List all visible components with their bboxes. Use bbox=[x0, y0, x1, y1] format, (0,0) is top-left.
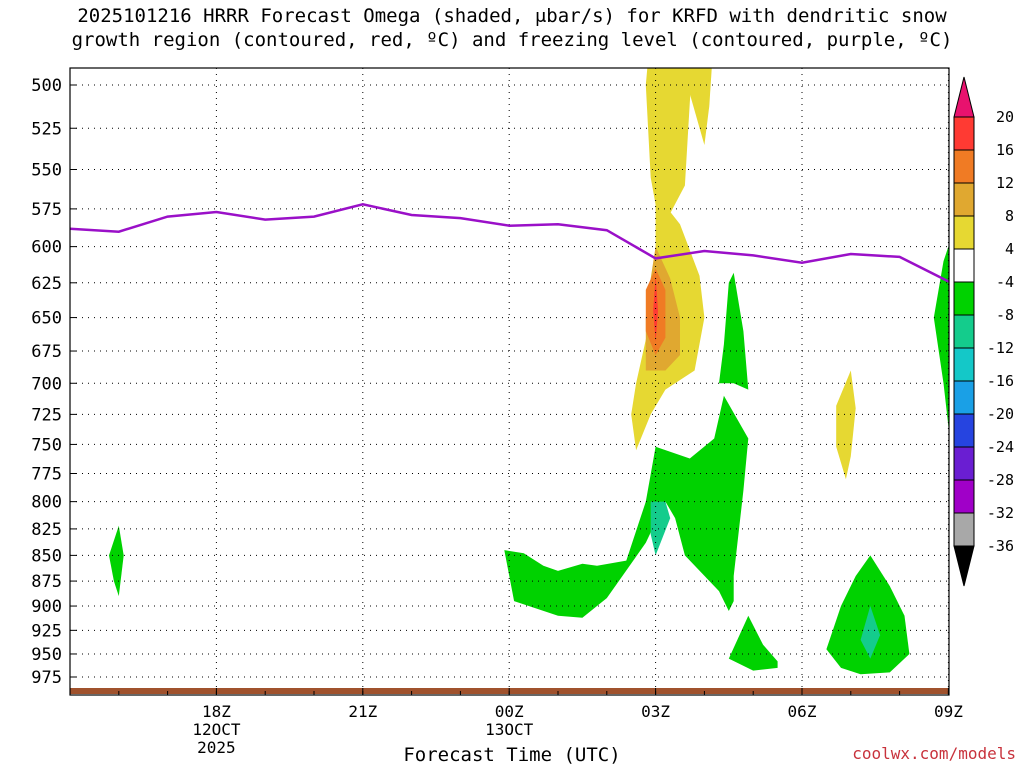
y-tick-label: 750 bbox=[31, 435, 62, 455]
omega-region-6 bbox=[836, 370, 856, 480]
colorbar-label: -20 bbox=[987, 405, 1014, 423]
x-tick-label: 06Z bbox=[788, 702, 817, 721]
colorbar-label: -28 bbox=[987, 471, 1014, 489]
x-tick-label: 21Z bbox=[348, 702, 377, 721]
omega-region-16 bbox=[109, 525, 124, 597]
colorbar-label: 20 bbox=[996, 108, 1014, 126]
omega-region-13 bbox=[860, 606, 881, 659]
y-tick-label: 525 bbox=[31, 119, 62, 139]
y-tick-label: 600 bbox=[31, 238, 62, 258]
omega-shaded-regions bbox=[109, 68, 949, 675]
y-tick-label: 725 bbox=[31, 405, 62, 425]
credit-text: coolwx.com/models bbox=[852, 744, 1016, 763]
colorbar-swatch bbox=[953, 248, 975, 283]
colorbar-swatch bbox=[953, 512, 975, 547]
x-tick-date: 13OCT bbox=[485, 720, 534, 739]
omega-region-8 bbox=[504, 395, 749, 618]
y-tick-label: 875 bbox=[31, 572, 62, 592]
colorbar-label: -24 bbox=[987, 438, 1014, 456]
colorbar-swatch bbox=[953, 347, 975, 382]
chart-title-line-1: 2025101216 HRRR Forecast Omega (shaded, … bbox=[77, 5, 947, 27]
colorbar-swatch bbox=[953, 116, 975, 151]
colorbar-swatch bbox=[953, 446, 975, 481]
colorbar-label: 8 bbox=[1005, 207, 1014, 225]
grid-lines bbox=[70, 68, 949, 695]
x-tick-label: 00Z bbox=[495, 702, 524, 721]
chart-title-line-2: growth region (contoured, red, ºC) and f… bbox=[71, 29, 953, 51]
y-tick-label: 850 bbox=[31, 546, 62, 566]
omega-region-4 bbox=[645, 68, 693, 232]
colorbar: 20 16 12 8 4 -4 -8 -12 -16 -20 -24 -28 -32 -36 bbox=[953, 76, 1014, 587]
chart-title: 2025101216 HRRR Forecast Omega (shaded, … bbox=[0, 4, 1024, 52]
y-tick-label: 950 bbox=[31, 645, 62, 665]
x-tick-label: 03Z bbox=[641, 702, 670, 721]
freezing-level-layer bbox=[70, 203, 949, 283]
x-tick-year: 2025 bbox=[197, 738, 236, 757]
colorbar-label: -12 bbox=[987, 339, 1014, 357]
colorbar-label: 4 bbox=[1005, 240, 1014, 258]
plot-frame bbox=[69, 67, 950, 696]
colorbar-label: -32 bbox=[987, 504, 1014, 522]
colorbar-swatch bbox=[953, 380, 975, 415]
y-tick-label: 925 bbox=[31, 621, 62, 641]
y-tick-label: 700 bbox=[31, 374, 62, 394]
y-tick-label: 550 bbox=[31, 160, 62, 180]
colorbar-swatch bbox=[953, 413, 975, 448]
y-tick-label: 625 bbox=[31, 274, 62, 294]
colorbar-top-arrow bbox=[953, 76, 975, 118]
colorbar-swatch bbox=[953, 281, 975, 316]
colorbar-swatch bbox=[953, 479, 975, 514]
y-tick-label: 650 bbox=[31, 309, 62, 329]
y-tick-label: 825 bbox=[31, 520, 62, 540]
colorbar-label: -8 bbox=[996, 306, 1014, 324]
freezing-level-line bbox=[70, 203, 949, 283]
colorbar-label: -16 bbox=[987, 372, 1014, 390]
colorbar-swatch bbox=[953, 149, 975, 184]
colorbar-label: -4 bbox=[996, 273, 1014, 291]
colorbar-swatch bbox=[953, 215, 975, 250]
y-axis: 500 525 550 575 600 625 650 675 700 725 750 775 800 8… bbox=[31, 76, 77, 688]
y-tick-label: 675 bbox=[31, 342, 62, 362]
omega-region-10 bbox=[719, 272, 749, 390]
colorbar-swatch bbox=[953, 182, 975, 217]
y-tick-label: 575 bbox=[31, 200, 62, 220]
omega-region-14 bbox=[933, 246, 949, 432]
y-tick-label: 500 bbox=[31, 76, 62, 96]
y-tick-label: 900 bbox=[31, 597, 62, 617]
colorbar-label: 12 bbox=[996, 174, 1014, 192]
x-tick-label: 18Z bbox=[202, 702, 231, 721]
omega-region-9 bbox=[650, 501, 671, 556]
omega-region-11 bbox=[728, 615, 778, 671]
y-tick-label: 975 bbox=[31, 668, 62, 688]
x-tick-label: 09Z bbox=[934, 702, 963, 721]
colorbar-label: 16 bbox=[996, 141, 1014, 159]
y-tick-label: 775 bbox=[31, 464, 62, 484]
y-tick-label: 800 bbox=[31, 493, 62, 513]
colorbar-bottom-arrow bbox=[953, 545, 975, 587]
x-axis-label: Forecast Time (UTC) bbox=[403, 744, 621, 766]
omega-region-5 bbox=[689, 68, 712, 145]
colorbar-swatch bbox=[953, 314, 975, 349]
x-tick-date: 12OCT bbox=[192, 720, 241, 739]
colorbar-label: -36 bbox=[987, 537, 1014, 555]
